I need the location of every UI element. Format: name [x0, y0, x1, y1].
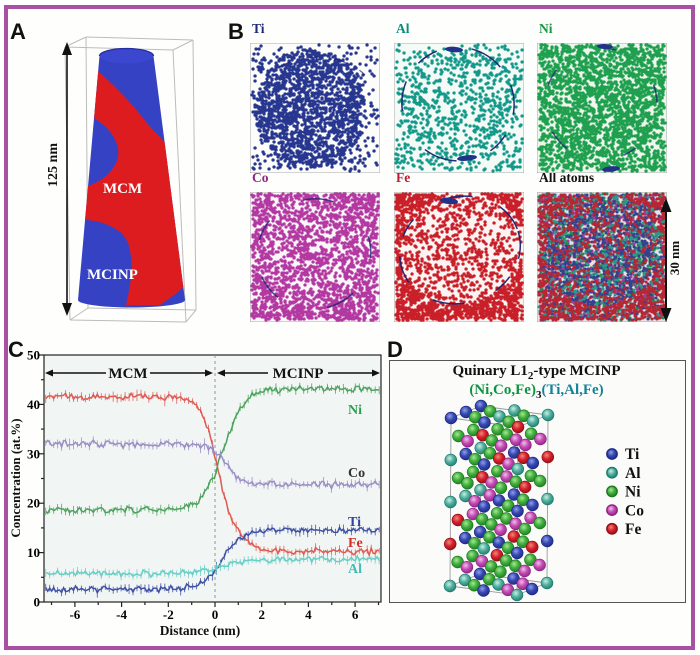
svg-text:125 nm: 125 nm — [46, 143, 61, 187]
svg-text:Co: Co — [348, 466, 365, 481]
svg-text:0: 0 — [34, 595, 41, 610]
svg-text:Concentration (at.%): Concentration (at.%) — [10, 418, 23, 537]
svg-text:4: 4 — [305, 607, 312, 622]
svg-text:30: 30 — [27, 446, 40, 461]
svg-text:6: 6 — [352, 607, 359, 622]
svg-text:Ni: Ni — [348, 403, 362, 418]
svg-text:Distance (nm): Distance (nm) — [160, 623, 241, 638]
svg-text:Ti: Ti — [348, 515, 361, 530]
svg-text:Fe: Fe — [625, 521, 641, 538]
svg-text:MCINP: MCINP — [273, 366, 324, 382]
svg-text:0: 0 — [212, 607, 219, 622]
svg-text:40: 40 — [27, 397, 40, 412]
svg-text:30 nm: 30 nm — [667, 241, 682, 275]
svg-text:20: 20 — [27, 496, 40, 511]
svg-text:MCM: MCM — [108, 366, 147, 382]
svg-text:50: 50 — [27, 348, 40, 363]
svg-text:-4: -4 — [116, 607, 127, 622]
svg-text:10: 10 — [27, 545, 40, 560]
svg-text:Al: Al — [625, 465, 641, 482]
svg-text:-6: -6 — [69, 607, 80, 622]
svg-text:Ni: Ni — [625, 484, 641, 501]
svg-text:Al: Al — [348, 562, 362, 577]
svg-text:Co: Co — [625, 502, 644, 519]
svg-text:Ti: Ti — [625, 446, 640, 463]
svg-text:-2: -2 — [163, 607, 174, 622]
svg-text:2: 2 — [258, 607, 265, 622]
svg-text:Fe: Fe — [348, 536, 363, 551]
